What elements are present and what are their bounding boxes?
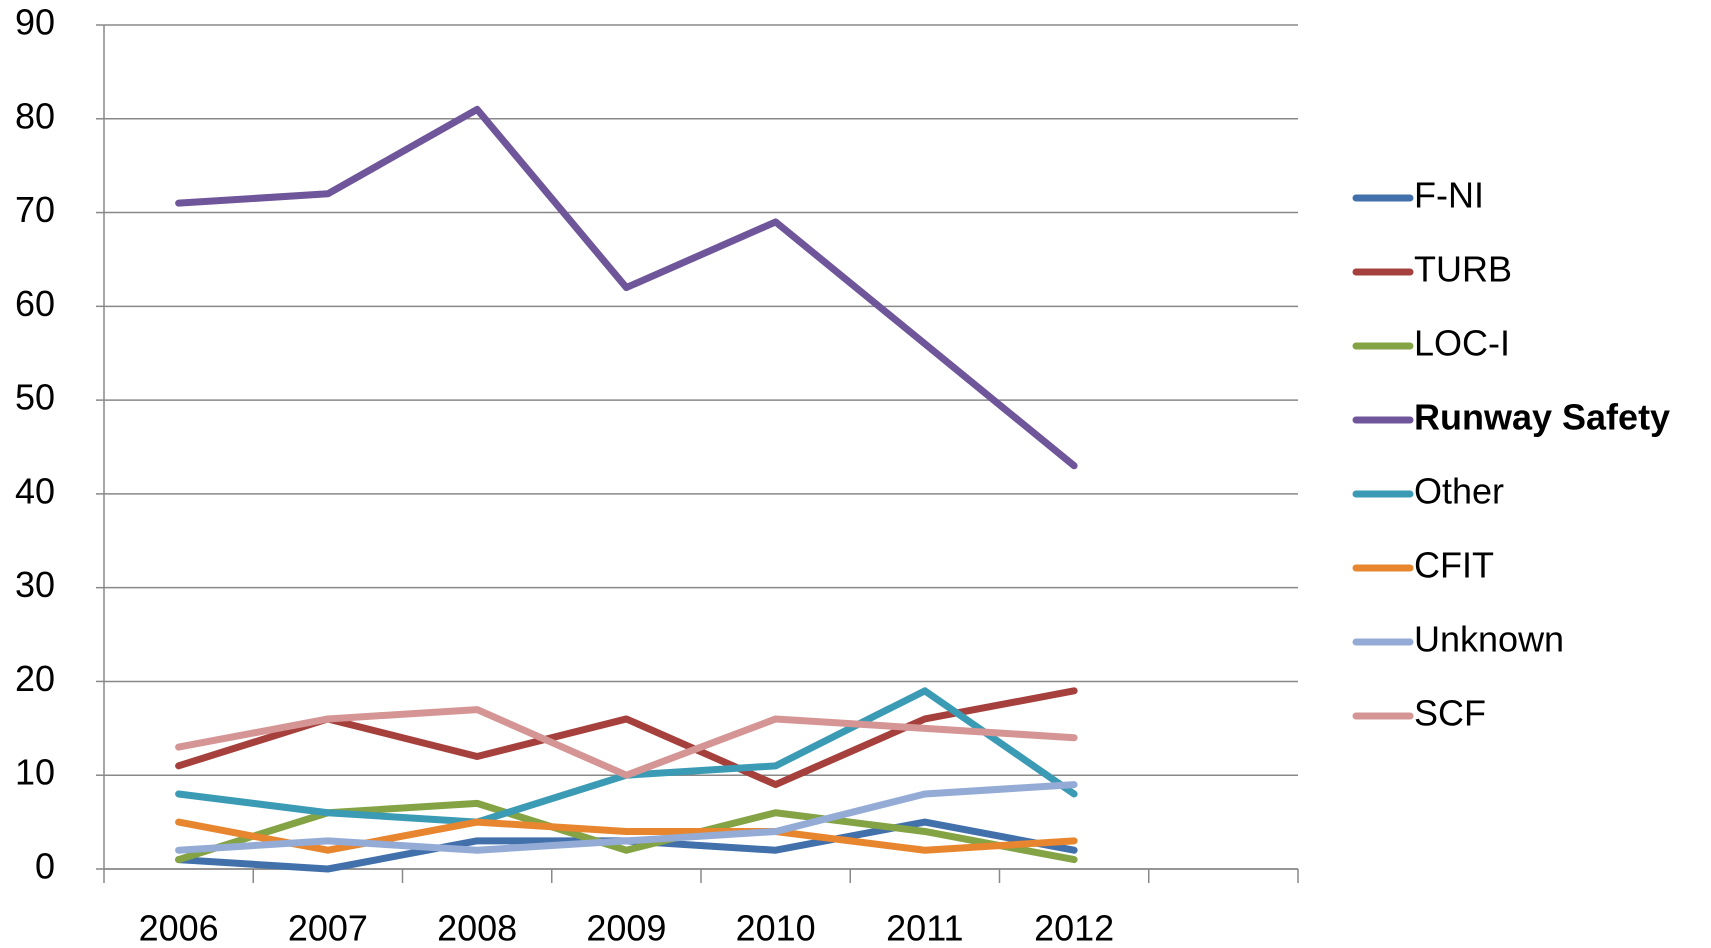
legend-label: TURB xyxy=(1414,249,1512,290)
line-series xyxy=(175,105,1078,470)
line-series xyxy=(175,781,1078,854)
x-tick-label: 2009 xyxy=(586,908,666,948)
legend-label: Runway Safety xyxy=(1414,397,1670,438)
x-tick-label: 2010 xyxy=(736,908,816,948)
y-tick-label: 10 xyxy=(15,752,55,793)
y-tick-label: 0 xyxy=(35,846,55,887)
line-series xyxy=(175,687,1078,826)
x-tick-label: 2007 xyxy=(288,908,368,948)
y-tick-label: 30 xyxy=(15,564,55,605)
x-tick-label: 2006 xyxy=(139,908,219,948)
x-tick-label: 2012 xyxy=(1034,908,1114,948)
legend-label: CFIT xyxy=(1414,545,1494,586)
y-tick-label: 50 xyxy=(15,377,55,418)
y-tick-label: 60 xyxy=(15,283,55,324)
y-tick-label: 90 xyxy=(15,2,55,43)
y-tick-label: 70 xyxy=(15,189,55,230)
y-tick-label: 40 xyxy=(15,470,55,511)
y-tick-label: 20 xyxy=(15,658,55,699)
legend-label: LOC-I xyxy=(1414,323,1510,364)
x-tick-label: 2011 xyxy=(886,908,963,948)
legend-label: Other xyxy=(1414,471,1504,512)
legend-label: F-NI xyxy=(1414,175,1484,216)
legend-label: Unknown xyxy=(1414,619,1564,660)
legend-label: SCF xyxy=(1414,693,1486,734)
x-tick-label: 2008 xyxy=(437,908,517,948)
y-tick-label: 80 xyxy=(15,95,55,136)
line-series xyxy=(175,818,1078,854)
line-series xyxy=(175,706,1078,779)
